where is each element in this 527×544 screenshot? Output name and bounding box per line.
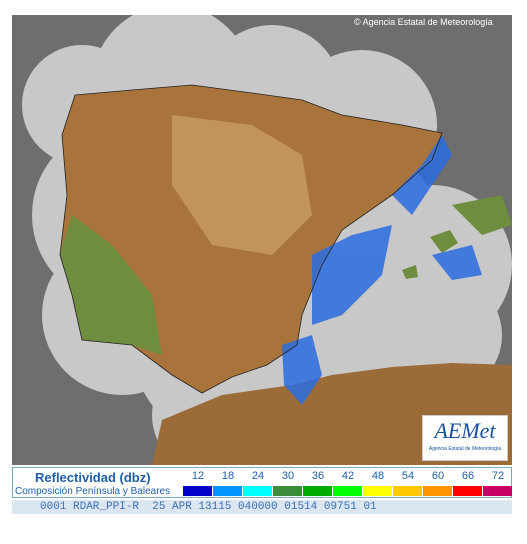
scale-value: 30 — [281, 470, 295, 482]
scale-swatch — [243, 486, 272, 496]
logo-subtitle: Agencia Estatal de Meteorología — [428, 446, 502, 452]
scale-value: 48 — [371, 470, 385, 482]
scale-swatch — [423, 486, 452, 496]
scale-value: 36 — [311, 470, 325, 482]
legend-subtitle: Composición Península y Baleares — [15, 486, 171, 497]
scale-swatch — [333, 486, 362, 496]
scale-swatch — [303, 486, 332, 496]
logo: AEMet Agencia Estatal de Meteorología — [422, 415, 508, 461]
scale-value: 72 — [491, 470, 505, 482]
copyright: © Agencia Estatal de Meteorología — [354, 17, 493, 27]
scale-value: 12 — [191, 470, 205, 482]
scale-swatch — [273, 486, 302, 496]
scale-swatch — [393, 486, 422, 496]
scale-swatch — [453, 486, 482, 496]
radar-map — [12, 15, 512, 465]
scale-swatch — [483, 486, 512, 496]
legend-title: Reflectividad (dbz) — [35, 470, 151, 485]
scale-value: 54 — [401, 470, 415, 482]
status-bar: 0001 RDAR_PPI-R 25 APR 13115 040000 0151… — [12, 500, 512, 514]
scale-value: 42 — [341, 470, 355, 482]
legend: Reflectividad (dbz) Composición Penínsul… — [12, 467, 512, 498]
scale-value: 24 — [251, 470, 265, 482]
scale-value: 66 — [461, 470, 475, 482]
scale-swatch — [363, 486, 392, 496]
logo-name: AEMet — [434, 418, 496, 443]
scale-value: 60 — [431, 470, 445, 482]
scale-swatch — [213, 486, 242, 496]
scale-value: 18 — [221, 470, 235, 482]
scale-swatch — [183, 486, 212, 496]
